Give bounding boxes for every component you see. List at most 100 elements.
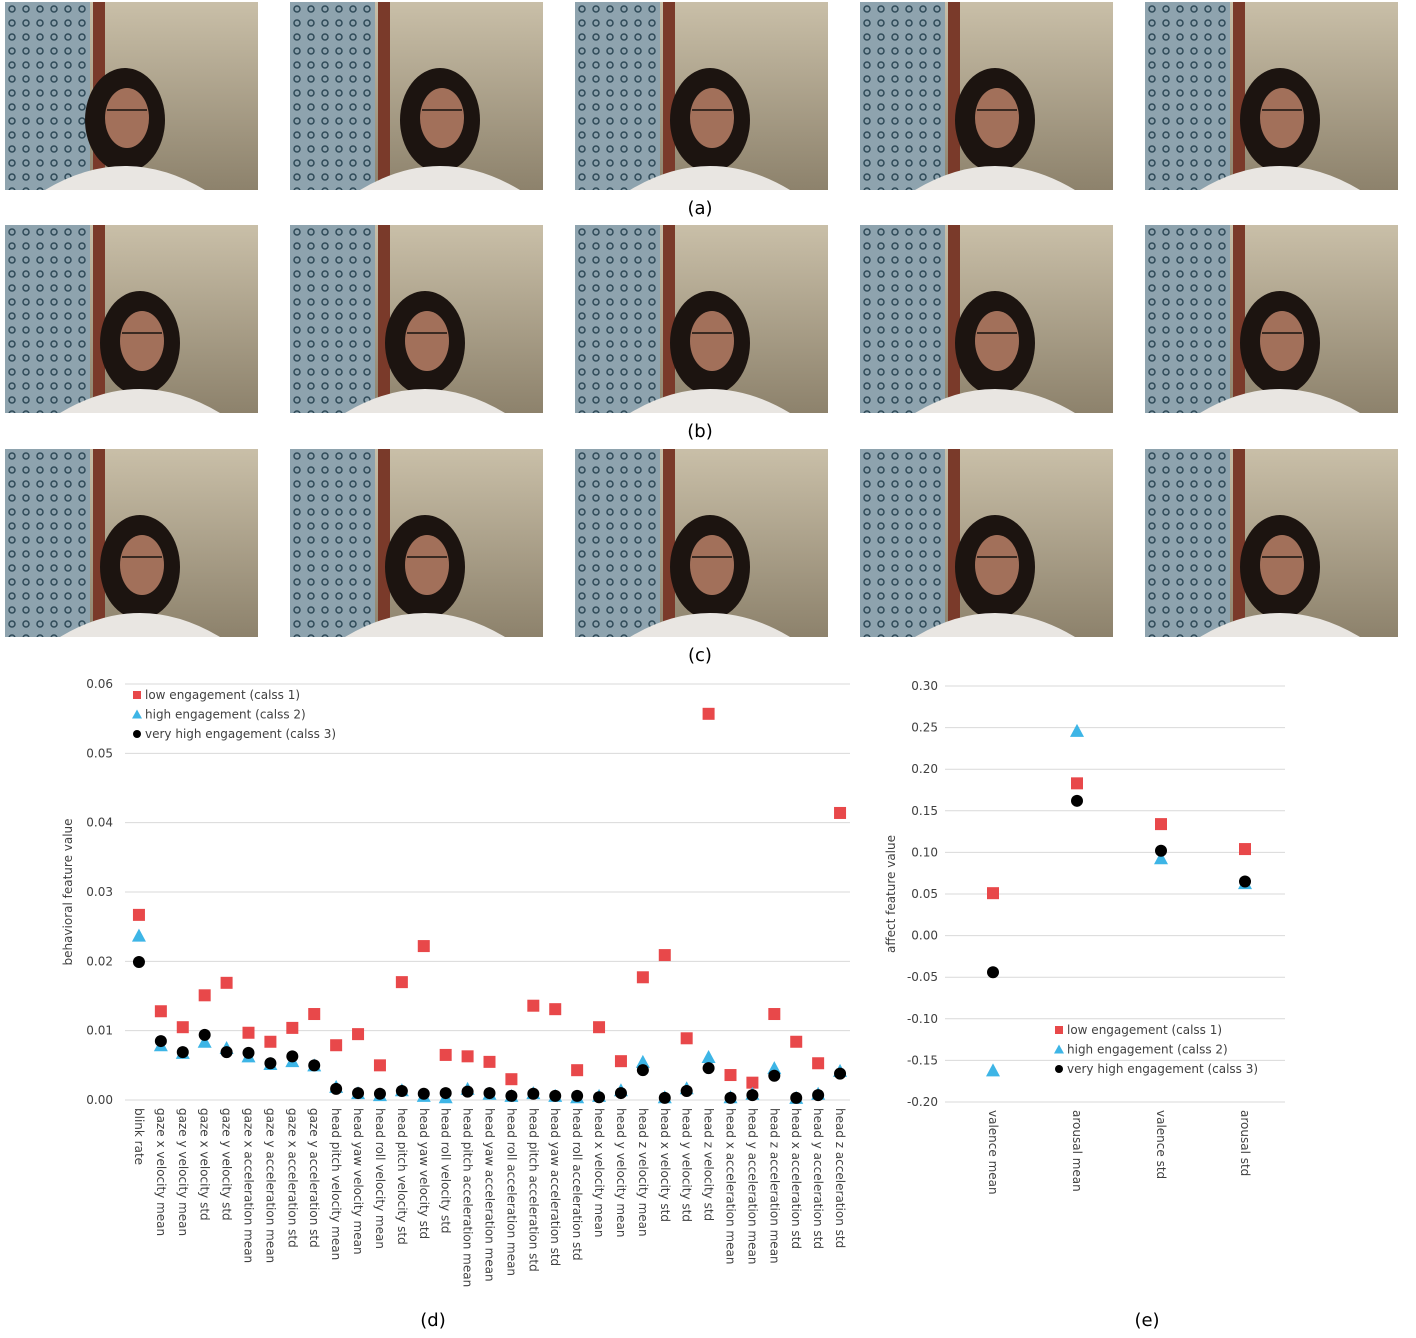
marker (812, 1057, 825, 1070)
marker (242, 1046, 255, 1059)
photo-shirt (915, 389, 1075, 413)
marker (767, 1061, 782, 1075)
marker (1055, 1065, 1063, 1073)
x-tick-label: arousal mean (1070, 1110, 1084, 1192)
marker (308, 1059, 321, 1072)
marker (527, 1087, 540, 1100)
marker (549, 1089, 562, 1102)
marker (746, 1089, 759, 1102)
photo-window (663, 225, 675, 413)
photo-shirt (60, 389, 220, 413)
photo-face (1260, 535, 1304, 595)
photo-tile-wall (290, 449, 375, 637)
marker (132, 956, 145, 969)
legend-label: very high engagement (calss 3) (1067, 1062, 1258, 1076)
marker (1070, 723, 1084, 737)
marker (242, 1026, 255, 1039)
photo-tile-wall (5, 225, 90, 413)
marker (417, 1087, 430, 1100)
photo-tile-wall (1145, 225, 1230, 413)
marker (790, 1035, 803, 1048)
photo-window (1233, 449, 1245, 637)
x-tick-label: head pitch acceleration std (526, 1108, 540, 1272)
marker (1155, 818, 1167, 831)
x-tick-label: head x acceleration std (789, 1108, 803, 1249)
photo-tile-wall (575, 449, 660, 637)
photo-shirt (60, 613, 220, 637)
y-axis-label: affect feature value (884, 835, 898, 953)
marker (286, 1021, 299, 1034)
marker (527, 999, 540, 1012)
photo (860, 449, 1113, 637)
marker (133, 691, 141, 699)
y-tick-label: -0.15 (907, 1053, 938, 1067)
photo-window (948, 449, 960, 637)
photo (860, 2, 1113, 190)
marker (154, 1005, 167, 1018)
photo-shirt (630, 166, 790, 190)
photo-face (405, 311, 449, 371)
x-tick-label: head y velocity std (680, 1108, 694, 1222)
y-tick-label: 0.30 (911, 679, 938, 693)
marker (768, 1008, 781, 1021)
x-tick-label: head y acceleration std (811, 1108, 825, 1249)
marker (133, 730, 141, 738)
x-tick-label: gaze x velocity mean (154, 1108, 168, 1236)
marker (636, 1064, 649, 1077)
marker (352, 1087, 365, 1100)
photo-tile-wall (860, 449, 945, 637)
caption: (b) (687, 421, 712, 442)
marker (1055, 1026, 1063, 1034)
y-tick-label: 0.02 (86, 954, 113, 968)
legend-label: high engagement (calss 2) (1067, 1043, 1228, 1057)
marker (308, 1008, 321, 1021)
marker (483, 1055, 496, 1068)
x-tick-label: valence mean (986, 1110, 1000, 1195)
y-tick-label: 0.05 (911, 887, 938, 901)
y-tick-label: -0.10 (907, 1012, 938, 1026)
y-tick-label: 0.05 (86, 746, 113, 760)
marker (702, 1062, 715, 1075)
x-tick-label: head roll acceleration mean (504, 1108, 518, 1276)
photo (290, 225, 543, 413)
photo-face (690, 535, 734, 595)
photo-face (975, 88, 1019, 148)
photo-window (93, 225, 105, 413)
photo-tile-wall (1145, 2, 1230, 190)
marker (1071, 794, 1083, 807)
marker (330, 1082, 343, 1095)
x-tick-label: blink rate (132, 1108, 146, 1165)
marker (197, 1034, 212, 1048)
y-tick-label: 0.01 (86, 1024, 113, 1038)
photo-window (378, 2, 390, 190)
marker (549, 1003, 562, 1016)
photo-window (1233, 2, 1245, 190)
marker (264, 1035, 277, 1048)
photo (1145, 449, 1398, 637)
photo-shirt (1200, 389, 1360, 413)
photo-window (1233, 225, 1245, 413)
y-axis-label: behavioral feature value (61, 818, 75, 965)
photo-shirt (345, 613, 505, 637)
y-tick-label: 0.00 (911, 929, 938, 943)
x-tick-label: head y acceleration mean (745, 1108, 759, 1264)
x-tick-label: head yaw velocity mean (351, 1108, 365, 1255)
caption: (a) (687, 198, 712, 219)
marker (571, 1089, 584, 1102)
x-tick-label: head x velocity std (658, 1108, 672, 1222)
photo-window (378, 225, 390, 413)
photo-window (663, 449, 675, 637)
photo-face (690, 311, 734, 371)
marker (834, 1067, 847, 1080)
x-tick-label: head roll velocity std (439, 1108, 453, 1234)
marker (1071, 777, 1083, 790)
marker (132, 908, 145, 921)
legend-label: low engagement (calss 1) (145, 688, 300, 702)
photo-face (120, 535, 164, 595)
photo-shirt (915, 613, 1075, 637)
marker (636, 971, 649, 984)
marker (724, 1069, 737, 1082)
photo-face (690, 88, 734, 148)
marker (483, 1087, 496, 1100)
photo-window (378, 449, 390, 637)
